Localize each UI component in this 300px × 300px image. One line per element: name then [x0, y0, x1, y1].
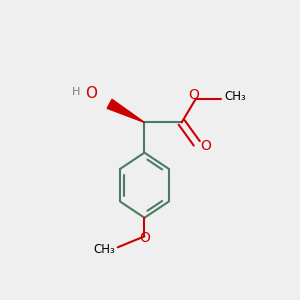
Text: H: H: [72, 87, 80, 97]
Text: O: O: [85, 86, 97, 101]
Text: O: O: [188, 88, 200, 102]
Text: O: O: [200, 139, 211, 153]
Text: CH₃: CH₃: [225, 90, 246, 103]
Text: CH₃: CH₃: [94, 243, 116, 256]
Polygon shape: [107, 99, 145, 122]
Text: O: O: [139, 231, 150, 245]
